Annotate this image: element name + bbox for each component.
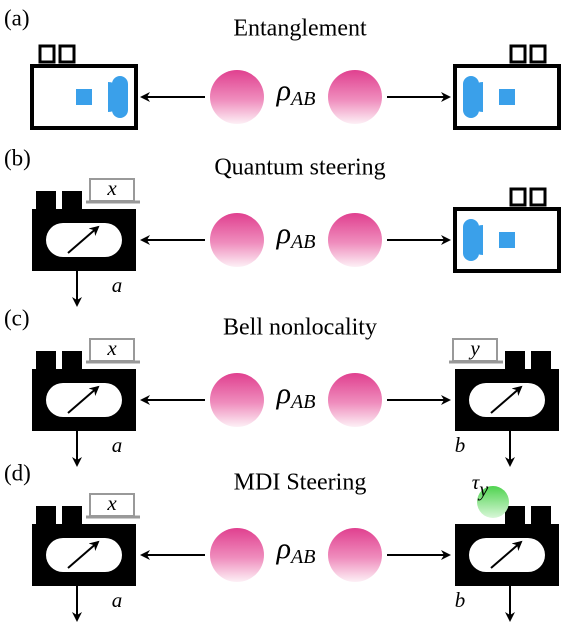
state-label-subscript: AB: [289, 88, 315, 110]
panel-label: (a): [4, 5, 30, 30]
port: [529, 44, 547, 64]
port: [62, 506, 82, 524]
output-label: a: [112, 273, 123, 297]
panel-title: Quantum steering: [214, 155, 385, 181]
state-label-subscript: AB: [289, 391, 315, 413]
quantum-input-label-subscript: y: [477, 479, 488, 501]
port: [38, 44, 56, 64]
input-box: [89, 493, 135, 517]
input-box: [89, 178, 135, 202]
port: [505, 351, 525, 369]
output-label: a: [112, 433, 123, 457]
panel-label: (c): [4, 305, 30, 330]
port: [505, 506, 525, 524]
input-label: x: [106, 336, 117, 360]
needle: [490, 385, 523, 414]
port: [58, 44, 76, 64]
state-label-subscript: AB: [289, 231, 315, 253]
port: [509, 187, 527, 207]
pill: [463, 76, 479, 118]
output-label: b: [455, 433, 466, 457]
input-box: [89, 338, 135, 362]
state-label: ρAB: [276, 74, 316, 110]
quantum-input-label-symbol: τ: [472, 470, 481, 494]
port: [36, 506, 56, 524]
panel-label: (d): [4, 460, 31, 485]
port: [529, 187, 547, 207]
state-sphere: [210, 373, 264, 427]
square: [499, 232, 515, 248]
port: [531, 351, 551, 369]
quantum-input-label: τy: [472, 470, 489, 501]
state-sphere: [328, 528, 382, 582]
input-label: x: [106, 491, 117, 515]
needle: [67, 540, 100, 569]
input-label: x: [106, 176, 117, 200]
pill: [112, 76, 128, 118]
needle: [490, 540, 523, 569]
state-sphere: [210, 70, 264, 124]
port: [509, 44, 527, 64]
input-label: y: [468, 336, 480, 360]
state-label-symbol: ρ: [276, 74, 291, 107]
state-label-symbol: ρ: [276, 532, 291, 565]
panel-label: (b): [4, 145, 31, 170]
state-label-symbol: ρ: [276, 377, 291, 410]
state-sphere: [210, 528, 264, 582]
pill: [463, 219, 479, 261]
quantum-input: [477, 486, 509, 518]
port: [531, 506, 551, 524]
port: [36, 191, 56, 209]
square: [499, 89, 515, 105]
port: [62, 351, 82, 369]
panel-title: Bell nonlocality: [223, 315, 377, 341]
input-box: [452, 338, 498, 362]
state-label-symbol: ρ: [276, 217, 291, 250]
needle: [67, 225, 100, 254]
state-label: ρAB: [276, 217, 316, 253]
state-label: ρAB: [276, 532, 316, 568]
output-label: a: [112, 588, 123, 612]
state-label: ρAB: [276, 377, 316, 413]
panel-title: Entanglement: [233, 16, 367, 42]
state-sphere: [210, 213, 264, 267]
state-sphere: [328, 70, 382, 124]
state-sphere: [328, 213, 382, 267]
state-label-subscript: AB: [289, 546, 315, 568]
output-label: b: [455, 588, 466, 612]
square: [76, 89, 92, 105]
needle: [67, 385, 100, 414]
port: [62, 191, 82, 209]
port: [36, 351, 56, 369]
state-sphere: [328, 373, 382, 427]
panel-title: MDI Steering: [234, 470, 367, 496]
